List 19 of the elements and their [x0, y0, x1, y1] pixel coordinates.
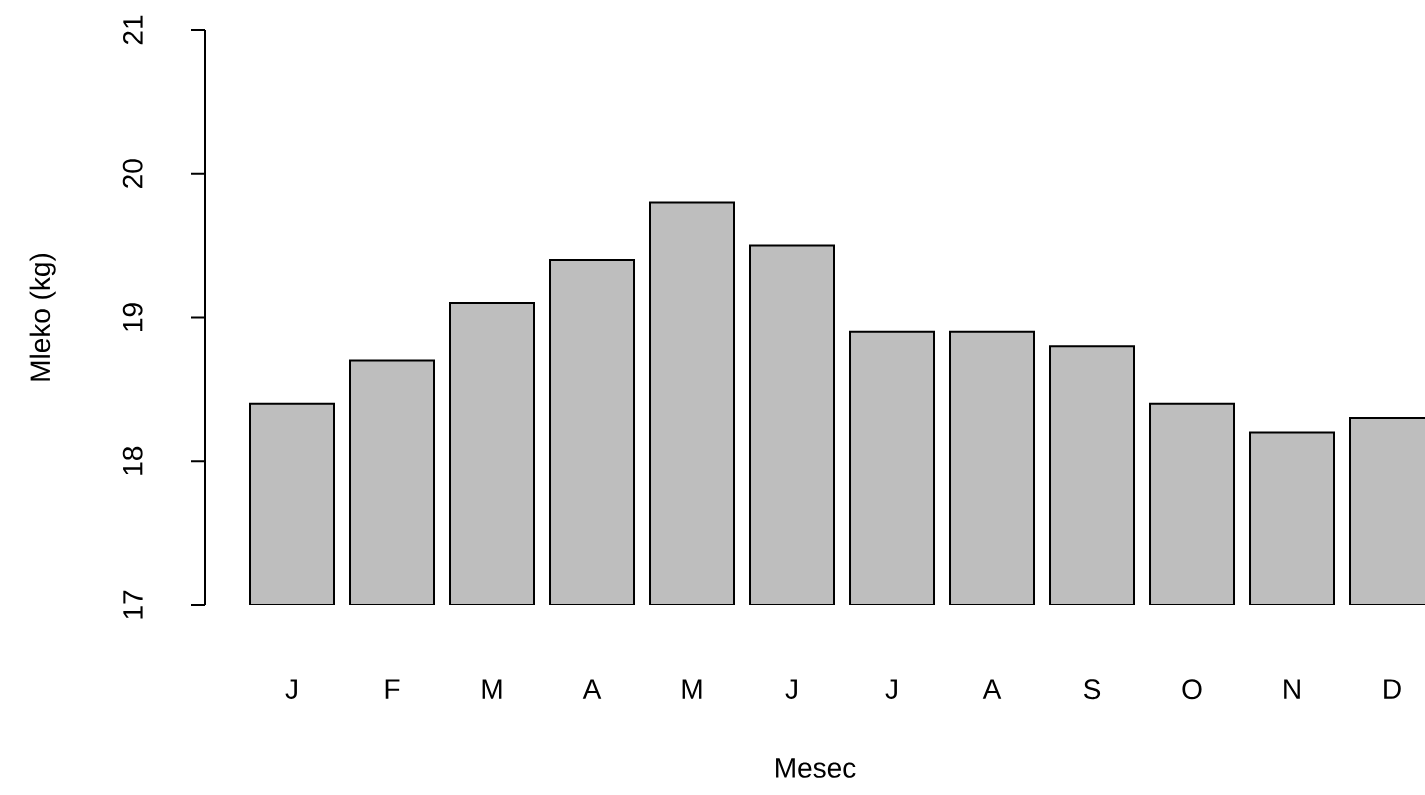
x-tick-label: O [1182, 679, 1202, 700]
x-axis-title: Mesec [776, 758, 856, 778]
y-tick-label: 21 [123, 15, 143, 45]
x-tick-label: J [285, 679, 297, 699]
x-tick-label: J [785, 679, 797, 699]
x-tick-label: J [885, 679, 897, 699]
y-tick-label: 18 [122, 446, 143, 475]
y-axis-title: Mleko (kg) [29, 253, 56, 381]
x-tick-label: M [682, 679, 702, 699]
x-tick-label: N [1284, 679, 1300, 699]
y-tick-label: 19 [122, 303, 143, 331]
x-tick-label: F [385, 679, 400, 699]
x-tick-label: A [982, 679, 1002, 699]
x-tick-label: D [1384, 679, 1401, 699]
x-tick-label: S [1083, 679, 1101, 700]
y-tick-label: 17 [123, 590, 143, 619]
y-tick-label: 20 [122, 159, 143, 188]
x-tick-label: M [482, 679, 502, 699]
x-tick-label: A [582, 679, 602, 699]
